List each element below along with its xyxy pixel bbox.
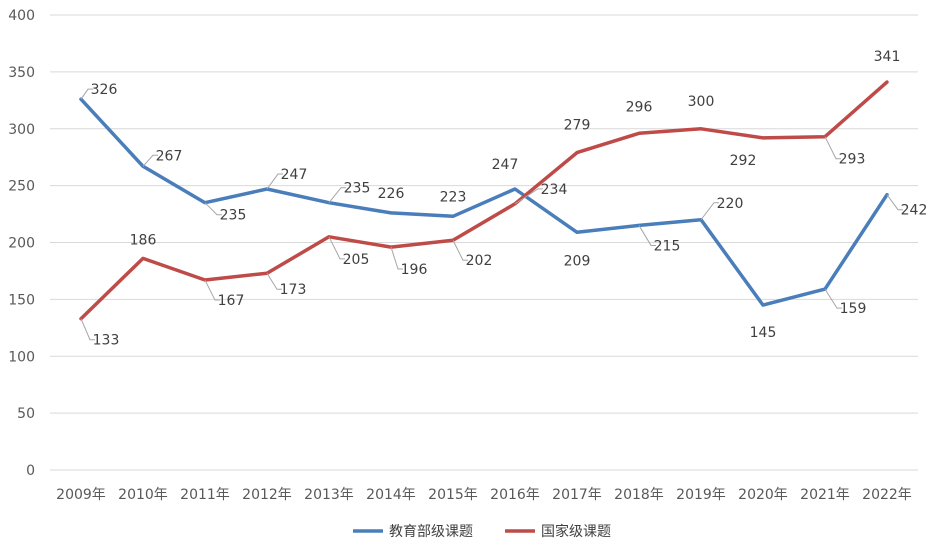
data-label: 234 [541, 182, 568, 198]
data-label: 326 [91, 82, 118, 98]
data-label: 341 [874, 49, 901, 65]
data-label: 247 [281, 167, 308, 183]
leader-line [390, 246, 403, 270]
leader-line [328, 236, 345, 260]
leader-line [80, 88, 93, 100]
y-tick-label: 200 [8, 236, 35, 252]
y-tick-label: 0 [26, 463, 35, 479]
data-label: 247 [492, 157, 519, 173]
series-line-1 [79, 97, 889, 307]
x-tick-label: 2022年 [862, 487, 912, 503]
x-tick-label: 2010年 [118, 487, 168, 503]
data-label: 242 [901, 203, 928, 219]
leader-line [80, 318, 95, 341]
leader-line [204, 279, 220, 301]
x-tick-label: 2013年 [304, 487, 354, 503]
data-label: 296 [626, 99, 653, 115]
x-tick-label: 2019年 [676, 487, 726, 503]
x-tick-label: 2020年 [738, 487, 788, 503]
leader-line [266, 173, 283, 190]
leader-line [700, 202, 719, 221]
leader-line [824, 136, 841, 160]
data-label: 235 [220, 208, 247, 224]
x-tick-label: 2015年 [428, 487, 478, 503]
y-tick-label: 400 [8, 8, 35, 24]
data-label: 167 [218, 293, 245, 309]
leader-line [266, 272, 282, 290]
y-tick-label: 250 [8, 179, 35, 195]
data-label: 292 [730, 153, 757, 169]
data-label: 173 [280, 282, 307, 298]
y-tick-label: 150 [8, 292, 35, 308]
leader-line [452, 240, 468, 261]
data-label: 205 [343, 252, 370, 268]
legend: 教育部级课题 国家级课题 [353, 523, 611, 540]
data-label: 220 [717, 196, 744, 212]
leader-line [638, 225, 656, 246]
data-label: 202 [466, 253, 493, 269]
leader-line [514, 188, 543, 205]
leader-line [142, 154, 158, 167]
data-label: 209 [564, 253, 591, 269]
data-label: 235 [344, 181, 371, 197]
y-tick-label: 100 [8, 349, 35, 365]
x-tick-label: 2017年 [552, 487, 602, 503]
x-tick-label: 2012年 [242, 487, 292, 503]
data-label: 186 [130, 232, 157, 248]
x-tick-label: 2016年 [490, 487, 540, 503]
y-tick-label: 350 [8, 65, 35, 81]
series-line-2 [79, 80, 889, 321]
data-label: 133 [93, 333, 120, 349]
x-tick-label: 2009年 [56, 487, 106, 503]
x-tick-label: 2018年 [614, 487, 664, 503]
data-label: 196 [401, 262, 428, 278]
series-lines [79, 80, 889, 321]
data-label: 223 [440, 189, 467, 205]
x-axis-ticks: 2009年 2010年 2011年 2012年 2013年 2014年 2015年 2016年… [56, 487, 912, 503]
data-label: 226 [378, 186, 405, 202]
leader-line [204, 202, 222, 216]
data-label: 159 [840, 301, 867, 317]
x-tick-label: 2021年 [800, 487, 850, 503]
data-label: 215 [654, 238, 681, 254]
y-axis-ticks: 0 50 100 150 200 250 300 350 400 [8, 8, 35, 479]
legend-label-1: 教育部级课题 [389, 524, 473, 540]
data-label: 279 [564, 118, 591, 134]
gridlines [50, 14, 918, 471]
data-label: 293 [839, 152, 866, 168]
leader-line [886, 194, 903, 211]
legend-label-2: 国家级课题 [541, 523, 611, 540]
data-label: 267 [156, 148, 183, 164]
x-tick-label: 2011年 [180, 487, 230, 503]
data-label: 145 [750, 325, 777, 341]
y-tick-label: 300 [8, 122, 35, 138]
x-tick-label: 2014年 [366, 487, 416, 503]
leader-line [824, 288, 842, 309]
y-tick-label: 50 [17, 406, 35, 422]
data-labels: 326 267 235 247 235 226 223 247 209 215 220 145 159 2… [80, 49, 928, 349]
data-label: 300 [688, 94, 715, 110]
leader-line [328, 187, 346, 203]
